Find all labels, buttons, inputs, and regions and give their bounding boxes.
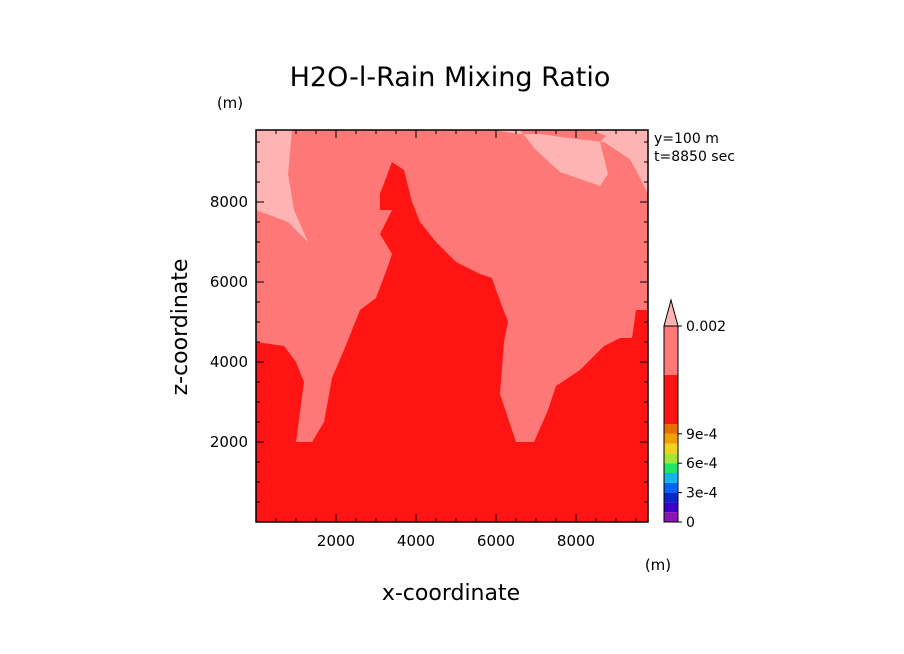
x-tick-label: 2000 [317, 532, 355, 550]
colorbar-label: 6e-4 [686, 456, 718, 472]
x-unit-label: (m) [645, 556, 671, 574]
y-tick-label: 6000 [210, 273, 248, 291]
x-tick-label: 4000 [397, 532, 435, 550]
colorbar-frame [663, 325, 679, 523]
colorbar-swatch [664, 433, 678, 444]
colorbar-label: 0 [686, 515, 695, 531]
colorbar-extension-triangle [663, 298, 679, 327]
contour-fills [256, 130, 648, 522]
colorbar-swatch [664, 375, 678, 424]
x-axis-label: x-coordinate [382, 581, 520, 606]
colorbar-swatch [664, 482, 678, 493]
colorbar-swatch [664, 453, 678, 464]
colorbar-swatch [664, 443, 678, 454]
colorbar-label: 9e-4 [686, 427, 718, 443]
colorbar-label: 0.002 [686, 319, 726, 335]
colorbar-swatch [664, 492, 678, 503]
chart-title: H2O-l-Rain Mixing Ratio [290, 62, 611, 93]
colorbar-swatch [664, 424, 678, 434]
y-tick-label: 8000 [210, 193, 248, 211]
tick-labels: 2000 4000 6000 8000 2000 4000 6000 8000 [210, 193, 595, 550]
x-tick-label: 6000 [477, 532, 515, 550]
y-tick-label: 2000 [210, 433, 248, 451]
y-axis-label: z-coordinate [168, 259, 193, 396]
plot-frame [255, 129, 649, 523]
contour-region-1-0 [256, 162, 648, 522]
colorbar-label: 3e-4 [686, 486, 718, 502]
annotation-time: t=8850 sec [654, 149, 735, 165]
colorbar-swatch [664, 502, 678, 513]
colorbar-swatch [664, 463, 678, 473]
colorbar-swatch [664, 326, 678, 375]
y-unit-label: (m) [217, 94, 243, 112]
colorbar-swatch [664, 473, 678, 483]
colorbar-swatch [664, 512, 678, 522]
colorbar: 0.002 9e-4 6e-4 3e-4 0 [663, 298, 726, 531]
contour-region-2-1 [456, 130, 648, 186]
contour-region-2-2 [592, 130, 648, 194]
y-tick-label: 4000 [210, 353, 248, 371]
annotation-y-position: y=100 m [654, 131, 719, 147]
x-tick-label: 8000 [557, 532, 595, 550]
contour-region-2-0 [256, 130, 308, 242]
